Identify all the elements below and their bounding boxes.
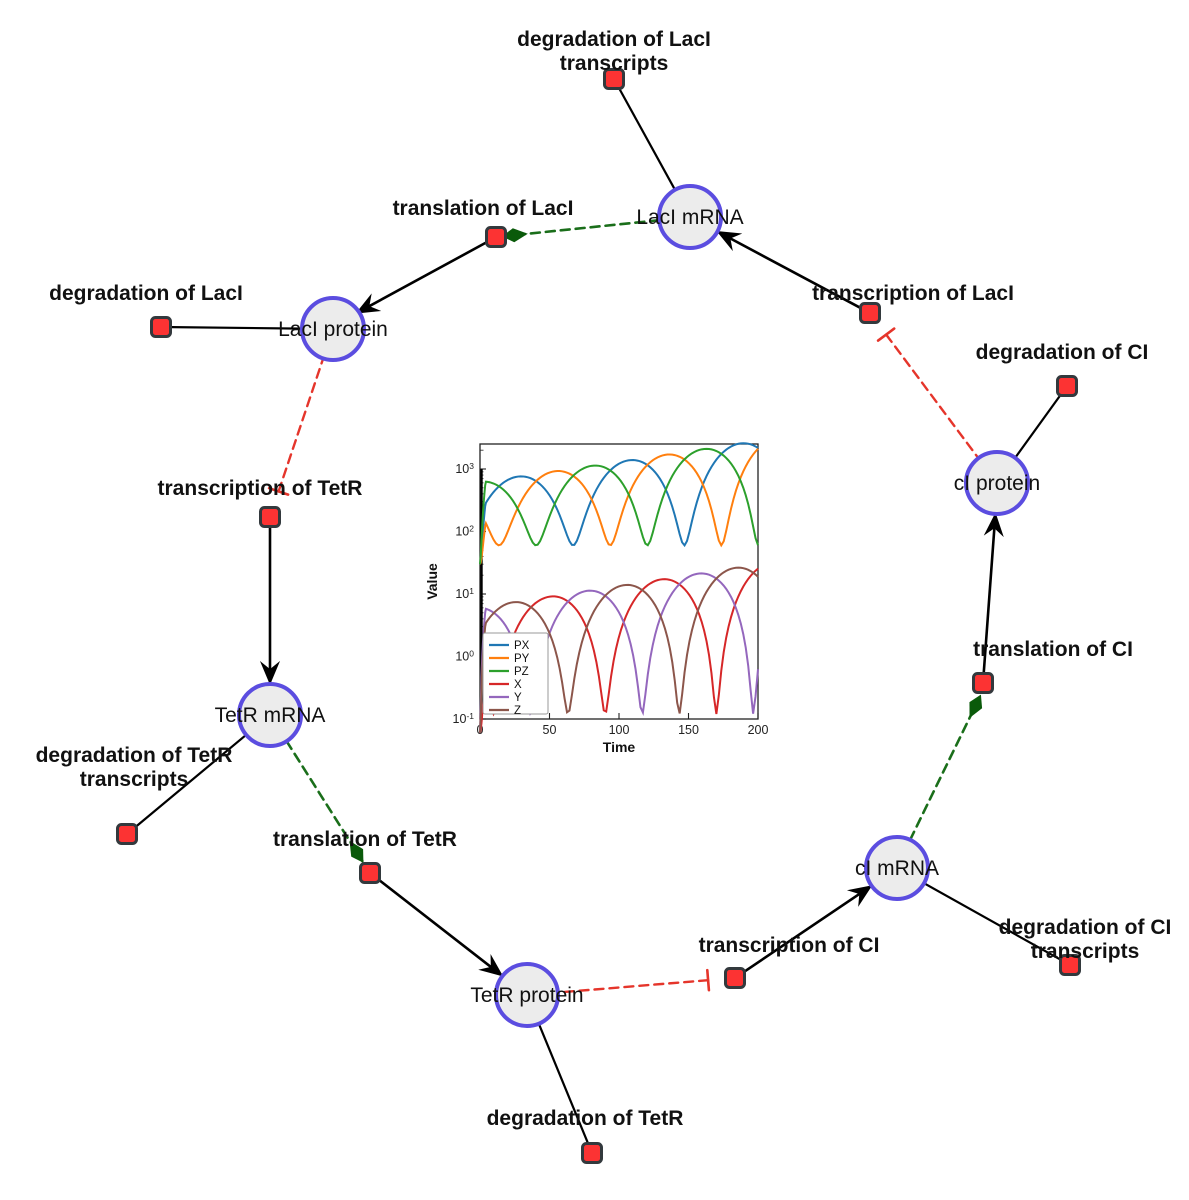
svg-text:translation of TetR: translation of TetR	[273, 828, 457, 851]
svg-text:transcripts: transcripts	[1031, 940, 1140, 963]
svg-text:10-1: 10-1	[453, 711, 475, 726]
svg-text:PZ: PZ	[514, 666, 529, 678]
svg-text:LacI protein: LacI protein	[278, 318, 388, 341]
svg-text:102: 102	[455, 524, 474, 539]
svg-text:translation of CI: translation of CI	[973, 638, 1133, 661]
svg-text:200: 200	[748, 723, 769, 737]
svg-text:translation of LacI: translation of LacI	[393, 197, 574, 220]
svg-text:150: 150	[678, 723, 699, 737]
svg-text:cI protein: cI protein	[954, 472, 1040, 495]
svg-text:degradation of LacI: degradation of LacI	[49, 282, 243, 305]
svg-text:Z: Z	[514, 705, 521, 717]
svg-text:degradation of TetR: degradation of TetR	[487, 1107, 684, 1130]
svg-text:transcription of TetR: transcription of TetR	[158, 477, 363, 500]
svg-text:Time: Time	[603, 739, 636, 755]
svg-text:degradation of LacI: degradation of LacI	[517, 28, 711, 51]
svg-text:cI mRNA: cI mRNA	[855, 857, 939, 880]
svg-text:PX: PX	[514, 640, 530, 652]
svg-text:transcripts: transcripts	[560, 52, 669, 75]
svg-text:100: 100	[455, 649, 474, 664]
svg-text:Value: Value	[424, 563, 440, 600]
svg-text:Y: Y	[514, 692, 522, 704]
svg-text:degradation of CI: degradation of CI	[999, 916, 1172, 939]
svg-text:LacI mRNA: LacI mRNA	[636, 206, 743, 229]
svg-text:transcription of LacI: transcription of LacI	[812, 282, 1014, 305]
svg-text:PY: PY	[514, 653, 530, 665]
svg-text:TetR mRNA: TetR mRNA	[215, 704, 326, 727]
svg-text:103: 103	[455, 461, 474, 476]
svg-text:degradation of TetR: degradation of TetR	[36, 744, 233, 767]
svg-text:50: 50	[543, 723, 557, 737]
svg-text:degradation of CI: degradation of CI	[976, 341, 1149, 364]
svg-text:101: 101	[455, 586, 474, 601]
svg-text:100: 100	[609, 723, 630, 737]
svg-text:X: X	[514, 679, 522, 691]
svg-text:transcription of CI: transcription of CI	[699, 934, 880, 957]
svg-text:transcripts: transcripts	[80, 768, 189, 791]
svg-text:TetR protein: TetR protein	[470, 984, 583, 1007]
